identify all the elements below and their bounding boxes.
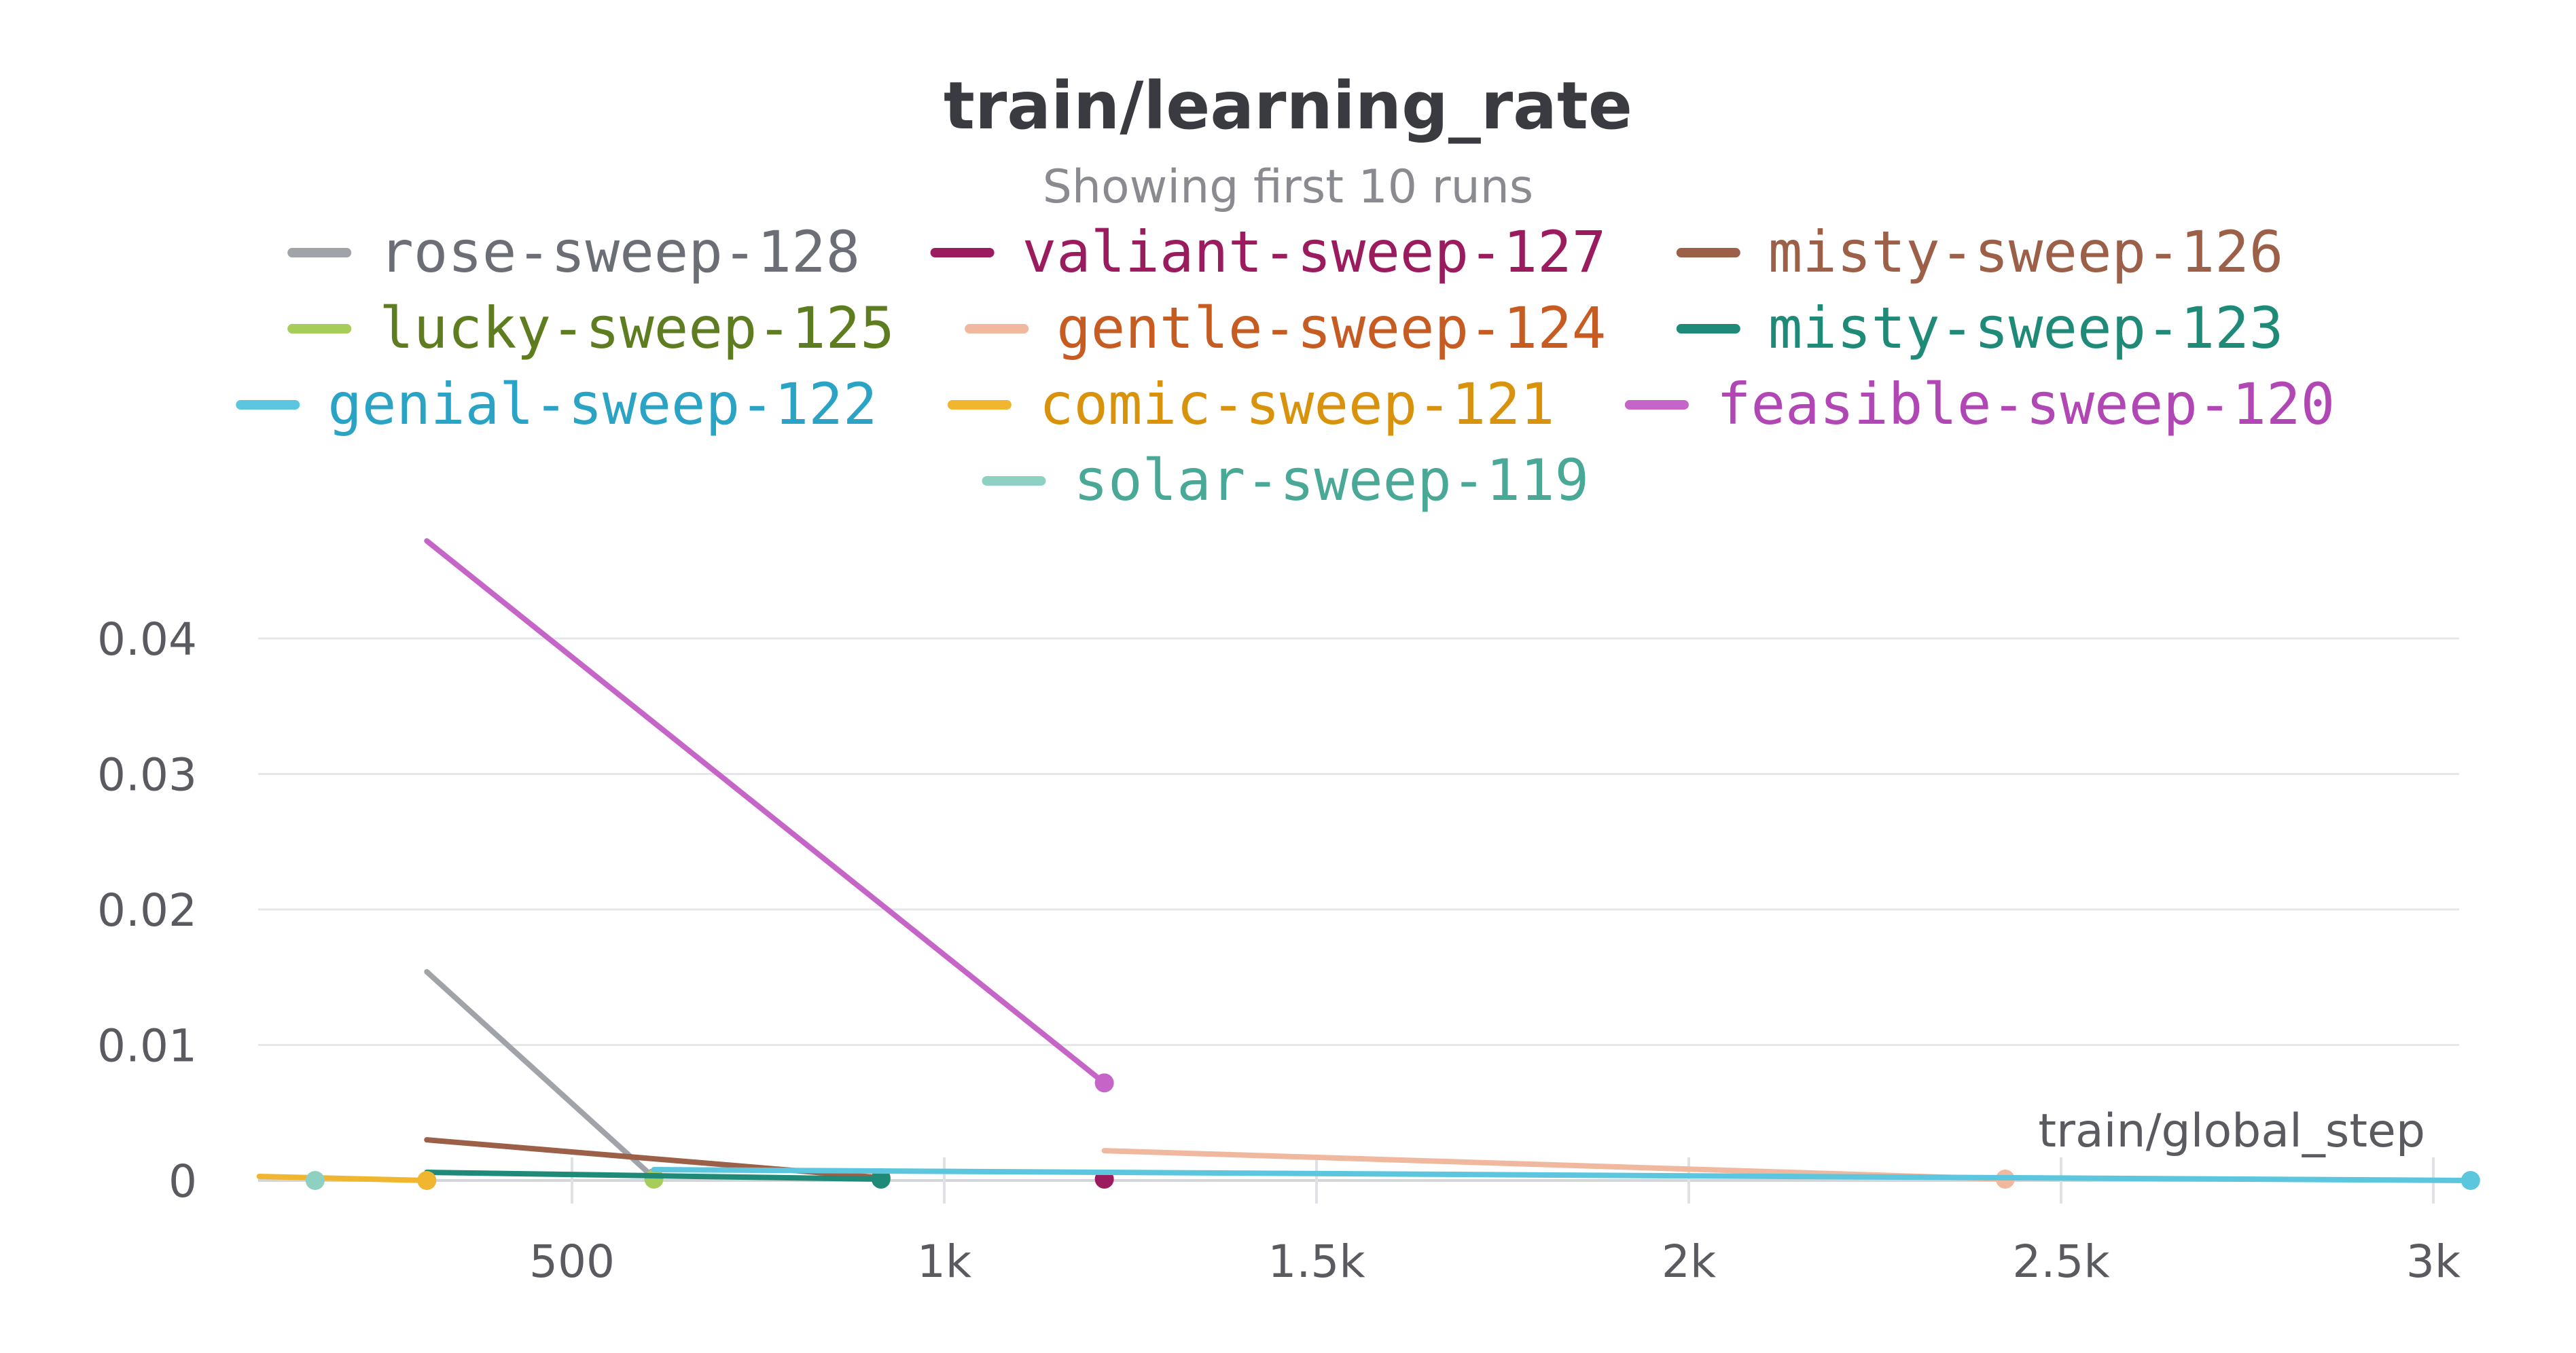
x-axis: 500 1k 1.5k 2k 2.5k 3k — [529, 1157, 2461, 1288]
x-tick-label: 2k — [1662, 1235, 1717, 1288]
y-axis: 0 0.01 0.02 0.03 0.04 — [97, 613, 197, 1208]
legend-label-rose-sweep-128: rose-sweep-128 — [379, 219, 860, 285]
x-tick-label: 2.5k — [2012, 1235, 2110, 1288]
series-point-solar-sweep-119 — [305, 1171, 325, 1190]
x-axis-title: train/global_step — [2038, 1104, 2425, 1158]
series-layer — [256, 538, 2480, 1190]
y-tick-label: 0.03 — [97, 749, 197, 801]
series-line-rose-sweep-128 — [424, 969, 657, 1181]
grid — [258, 637, 2459, 1182]
legend-label-misty-sweep-126: misty-sweep-126 — [1768, 219, 2284, 285]
legend-label-lucky-sweep-125: lucky-sweep-125 — [379, 295, 895, 361]
legend-label-feasible-sweep-120: feasible-sweep-120 — [1717, 371, 2335, 437]
series-line-misty-sweep-123 — [424, 1170, 884, 1183]
legend-label-comic-sweep-121: comic-sweep-121 — [1039, 371, 1555, 437]
series-line-feasible-sweep-120 — [424, 538, 1107, 1086]
series-point-feasible-sweep-120 — [1094, 1073, 1114, 1093]
legend-label-solar-sweep-119: solar-sweep-119 — [1074, 447, 1590, 513]
series-point-lucky-sweep-125 — [644, 1170, 664, 1189]
series-line-comic-sweep-121 — [256, 1174, 430, 1183]
series-point-genial-sweep-122 — [2461, 1171, 2480, 1190]
series-point-misty-sweep-123 — [871, 1170, 891, 1189]
y-tick-label: 0.01 — [97, 1020, 197, 1072]
legend-label-genial-sweep-122: genial-sweep-122 — [327, 371, 877, 437]
x-tick-label: 3k — [2406, 1235, 2461, 1288]
x-tick-label: 500 — [529, 1235, 615, 1288]
y-tick-label: 0 — [168, 1155, 197, 1208]
series-line-genial-sweep-122 — [651, 1167, 2473, 1183]
y-tick-label: 0.04 — [97, 613, 197, 666]
x-tick-label: 1k — [917, 1235, 972, 1288]
chart-title: train/learning_rate — [944, 68, 1632, 144]
series-point-comic-sweep-121 — [417, 1171, 437, 1190]
x-tick-label: 1.5k — [1268, 1235, 1365, 1288]
legend-label-gentle-sweep-124: gentle-sweep-124 — [1056, 295, 1606, 361]
legend-label-misty-sweep-123: misty-sweep-123 — [1768, 295, 2284, 361]
legend: rose-sweep-128 valiant-sweep-127 misty-swe… — [236, 219, 2335, 513]
chart-subtitle: Showing first 10 runs — [1042, 160, 1534, 214]
y-tick-label: 0.02 — [97, 884, 197, 937]
legend-label-valiant-sweep-127: valiant-sweep-127 — [1022, 219, 1607, 285]
